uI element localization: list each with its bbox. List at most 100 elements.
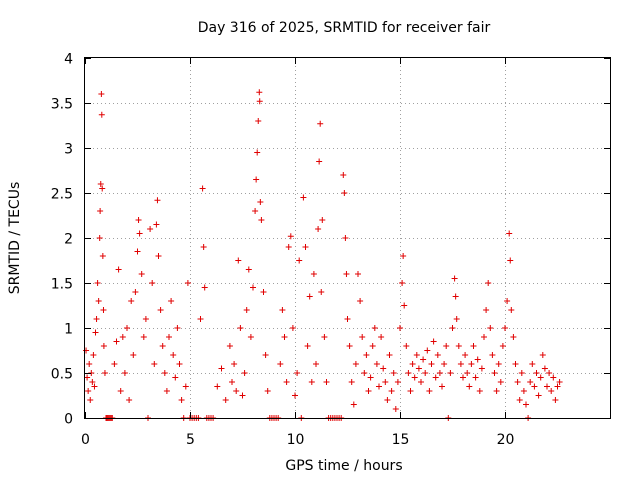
data-point	[529, 361, 536, 367]
data-point	[548, 388, 555, 394]
y-tick-label: 0	[64, 412, 73, 428]
data-point	[483, 307, 490, 313]
data-point	[443, 343, 450, 349]
data-points	[83, 89, 563, 421]
data-point	[101, 370, 108, 376]
data-point	[292, 392, 298, 399]
data-point	[283, 379, 290, 385]
data-point	[315, 226, 322, 232]
data-point	[154, 197, 161, 204]
data-point	[98, 91, 105, 97]
data-point	[460, 374, 466, 381]
data-point	[184, 280, 191, 286]
data-point	[308, 379, 315, 385]
data-point	[512, 361, 519, 367]
data-point	[163, 388, 170, 394]
data-point	[344, 316, 351, 322]
data-point	[142, 316, 149, 322]
data-point	[348, 379, 355, 385]
axis-ticks: 0 0.5 1 1.5 2 2.5 3 3.5 4 0 5 10 15 20	[51, 52, 610, 448]
data-point	[100, 307, 107, 313]
data-point	[134, 248, 141, 255]
data-point	[376, 383, 382, 390]
data-point	[554, 383, 561, 390]
data-point	[318, 289, 325, 295]
data-point	[384, 397, 391, 403]
data-point	[174, 325, 181, 331]
data-point	[552, 397, 559, 403]
data-point	[401, 302, 408, 309]
data-point	[247, 334, 254, 340]
data-point	[350, 401, 357, 408]
data-point	[502, 325, 508, 331]
data-point	[257, 199, 264, 205]
data-point	[390, 370, 397, 376]
data-point	[302, 244, 309, 250]
data-point	[90, 352, 97, 358]
data-point	[455, 343, 462, 349]
data-point	[115, 266, 122, 273]
data-point	[493, 388, 500, 394]
data-point	[495, 361, 502, 367]
data-point	[518, 370, 525, 376]
data-point	[481, 334, 487, 340]
data-point	[535, 392, 542, 399]
data-point	[130, 352, 137, 358]
data-point	[436, 370, 443, 376]
data-point	[516, 397, 523, 403]
data-point	[367, 374, 374, 381]
data-point	[262, 352, 269, 358]
data-point	[380, 365, 387, 372]
data-point	[87, 397, 94, 403]
data-point	[388, 388, 395, 394]
data-point	[357, 298, 364, 304]
data-point	[119, 334, 126, 340]
x-tick-label: 0	[81, 432, 90, 448]
data-point	[140, 334, 147, 340]
data-point	[237, 325, 244, 331]
data-point	[464, 370, 471, 376]
data-point	[544, 383, 550, 390]
data-point	[321, 334, 328, 340]
data-point	[83, 347, 90, 354]
data-point	[504, 298, 511, 304]
data-point	[352, 361, 359, 367]
data-point	[541, 365, 548, 372]
data-point	[409, 361, 416, 367]
data-point	[346, 343, 353, 349]
data-point	[508, 307, 515, 313]
data-point	[432, 374, 439, 381]
data-point	[369, 343, 376, 349]
data-point	[98, 111, 105, 118]
data-point	[426, 388, 433, 394]
data-point	[113, 338, 120, 345]
data-point	[470, 343, 477, 349]
data-point	[279, 307, 286, 313]
chart-title: Day 316 of 2025, SRMTID for receiver fai…	[198, 20, 491, 36]
data-point	[392, 406, 399, 412]
data-point	[254, 149, 261, 156]
data-point	[355, 271, 361, 277]
data-point	[514, 379, 521, 385]
data-point	[124, 325, 130, 331]
data-point	[132, 289, 139, 295]
data-point	[556, 379, 563, 385]
data-point	[497, 379, 504, 385]
data-point	[397, 325, 403, 331]
data-point	[243, 307, 250, 313]
data-point	[361, 370, 368, 376]
data-point	[99, 253, 106, 259]
data-point	[539, 352, 546, 358]
data-point	[474, 356, 481, 363]
data-point	[371, 325, 378, 331]
data-point	[382, 379, 389, 385]
y-tick-label: 0.5	[51, 367, 73, 383]
data-point	[472, 374, 479, 381]
data-point	[300, 194, 307, 201]
data-point	[420, 356, 427, 363]
data-point	[201, 284, 208, 291]
data-point	[506, 230, 513, 237]
data-point	[323, 379, 330, 385]
data-point	[415, 365, 422, 372]
